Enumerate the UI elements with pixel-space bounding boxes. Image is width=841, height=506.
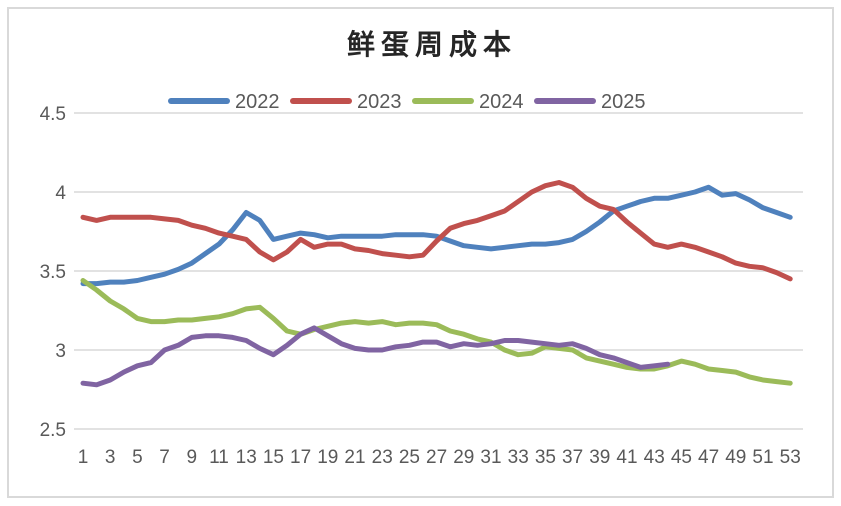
x-tick-label: 39 xyxy=(589,447,610,468)
y-tick-label: 3 xyxy=(55,341,66,362)
x-tick-label: 21 xyxy=(344,447,365,468)
series-lines xyxy=(80,180,793,388)
x-tick-label: 19 xyxy=(317,447,338,468)
x-axis-labels: 1 3 5 7 9 11 13 15 17 19 21 23 25 27 29 31 33 35 37 39 41 43 4… xyxy=(78,447,801,468)
y-tick-label: 2.5 xyxy=(40,420,66,441)
chart-frame-border xyxy=(7,7,834,498)
x-tick-label: 31 xyxy=(480,447,501,468)
chart-legend: 2022 2023 2024 2025 xyxy=(168,91,646,113)
x-tick-label: 25 xyxy=(399,447,420,468)
legend-label-2023: 2023 xyxy=(357,91,402,113)
legend-item-2022: 2022 xyxy=(168,91,280,113)
series-line-2022 xyxy=(80,184,793,287)
x-tick-label: 9 xyxy=(187,447,198,468)
legend-label-2022: 2022 xyxy=(235,91,280,113)
y-axis-labels: 4.5 4 3.5 3 2.5 xyxy=(40,104,67,441)
series-line-2024 xyxy=(80,278,793,386)
x-tick-label: 13 xyxy=(236,447,257,468)
x-tick-label: 53 xyxy=(780,447,801,468)
chart-title: 鲜蛋周成本 xyxy=(347,28,517,61)
x-tick-label: 15 xyxy=(263,447,284,468)
y-tick-label: 4 xyxy=(55,183,66,204)
legend-item-2025: 2025 xyxy=(534,91,646,113)
x-tick-label: 51 xyxy=(752,447,773,468)
x-tick-label: 29 xyxy=(453,447,474,468)
x-tick-label: 3 xyxy=(105,447,116,468)
x-tick-label: 33 xyxy=(508,447,529,468)
legend-label-2024: 2024 xyxy=(479,91,524,113)
x-tick-label: 27 xyxy=(426,447,447,468)
x-tick-label: 7 xyxy=(159,447,170,468)
x-tick-label: 11 xyxy=(209,447,229,468)
x-tick-label: 37 xyxy=(562,447,583,468)
y-tick-label: 3.5 xyxy=(40,262,66,283)
x-tick-label: 41 xyxy=(616,447,637,468)
legend-item-2024: 2024 xyxy=(412,91,524,113)
series-line-2023 xyxy=(80,180,793,282)
x-tick-label: 49 xyxy=(725,447,746,468)
x-tick-label: 17 xyxy=(290,447,311,468)
series-line-2025 xyxy=(80,325,671,388)
gridlines xyxy=(74,112,803,430)
y-tick-label: 4.5 xyxy=(40,104,66,125)
x-tick-label: 1 xyxy=(78,447,89,468)
x-tick-label: 35 xyxy=(535,447,556,468)
legend-label-2025: 2025 xyxy=(601,91,646,113)
x-tick-label: 45 xyxy=(671,447,692,468)
x-tick-label: 5 xyxy=(132,447,143,468)
x-tick-label: 23 xyxy=(372,447,393,468)
legend-item-2023: 2023 xyxy=(290,91,402,113)
x-tick-label: 43 xyxy=(644,447,665,468)
x-tick-label: 47 xyxy=(698,447,719,468)
